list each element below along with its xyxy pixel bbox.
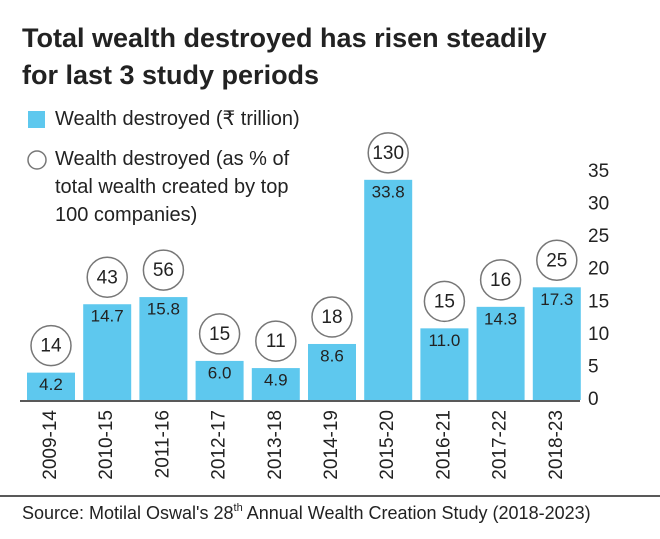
value-label: 17.3 — [540, 290, 573, 309]
pct-circle — [30, 324, 72, 367]
bar — [476, 306, 525, 400]
bar — [83, 304, 132, 400]
x-tick-label: 2017-22 — [490, 410, 511, 480]
source-part: th — [234, 502, 243, 514]
source-part: Source: Motilal Oswal's 28 — [22, 503, 234, 523]
y-tick-label: 15 — [588, 291, 609, 312]
value-label: 4.2 — [39, 375, 63, 394]
pct-label: 18 — [321, 307, 342, 328]
x-tick-label: 2015-20 — [377, 410, 398, 480]
bar — [27, 372, 75, 400]
pct-label: 15 — [434, 291, 455, 312]
x-tick-label: 2018-23 — [546, 410, 567, 480]
pct-circle — [423, 280, 466, 323]
pct-circle — [536, 239, 578, 282]
pct-label: 56 — [153, 260, 174, 281]
value-label: 15.8 — [147, 300, 180, 319]
pct-circle — [86, 256, 128, 298]
pct-label: 130 — [372, 143, 404, 164]
x-tick-label: 2011-16 — [152, 410, 173, 478]
y-tick-label: 10 — [588, 324, 609, 345]
pct-circle — [198, 313, 241, 355]
x-tick-label: 2012-17 — [209, 410, 230, 480]
bar — [420, 328, 469, 400]
x-tick-label: 2016-21 — [433, 410, 454, 480]
source-part: Annual Wealth Creation Study (2018-2023) — [243, 503, 591, 523]
chart-title: Total wealth destroyed has risen steadil… — [22, 23, 547, 53]
bar — [308, 343, 356, 400]
x-tick-label: 2014-19 — [321, 410, 342, 480]
y-tick-label: 30 — [588, 194, 609, 215]
pct-circle — [255, 320, 297, 362]
y-tick-label: 5 — [588, 356, 599, 377]
legend-swatch — [27, 150, 47, 170]
bar — [139, 297, 188, 400]
y-tick-label: 0 — [588, 389, 599, 410]
pct-label: 14 — [40, 336, 62, 357]
x-tick-label: 2010-15 — [96, 410, 117, 480]
pct-label: 43 — [97, 267, 118, 288]
y-tick-label: 35 — [588, 161, 609, 182]
pct-label: 15 — [209, 324, 230, 345]
pct-circle — [479, 259, 522, 301]
bar — [532, 287, 581, 400]
legend-label: Wealth destroyed (₹ trillion) — [55, 108, 300, 130]
value-label: 33.8 — [372, 182, 405, 201]
x-tick-label: 2013-18 — [265, 410, 286, 480]
value-label: 11.0 — [428, 331, 460, 350]
bar — [195, 360, 244, 400]
value-label: 14.7 — [91, 307, 124, 326]
pct-circle — [311, 296, 353, 338]
value-label: 6.0 — [208, 363, 232, 382]
y-tick-label: 20 — [588, 259, 609, 280]
value-label: 14.3 — [484, 309, 517, 328]
y-tick-label: 25 — [588, 226, 609, 247]
pct-label: 16 — [490, 270, 511, 291]
pct-circle — [142, 249, 185, 291]
source: Source: Motilal Oswal's 28th Annual Weal… — [22, 502, 591, 523]
x-tick-label: 2009-14 — [40, 410, 61, 480]
value-label: 4.9 — [264, 371, 288, 390]
legend-label: Wealth destroyed (as % of total wealth c… — [55, 148, 290, 226]
pct-label: 25 — [546, 250, 567, 271]
bar — [251, 368, 300, 400]
chart-title: for last 3 study periods — [22, 60, 319, 90]
value-label: 8.6 — [320, 346, 344, 365]
legend-swatch — [28, 111, 45, 128]
pct-label: 11 — [266, 331, 286, 352]
bar — [364, 179, 413, 400]
pct-circle — [367, 132, 409, 174]
